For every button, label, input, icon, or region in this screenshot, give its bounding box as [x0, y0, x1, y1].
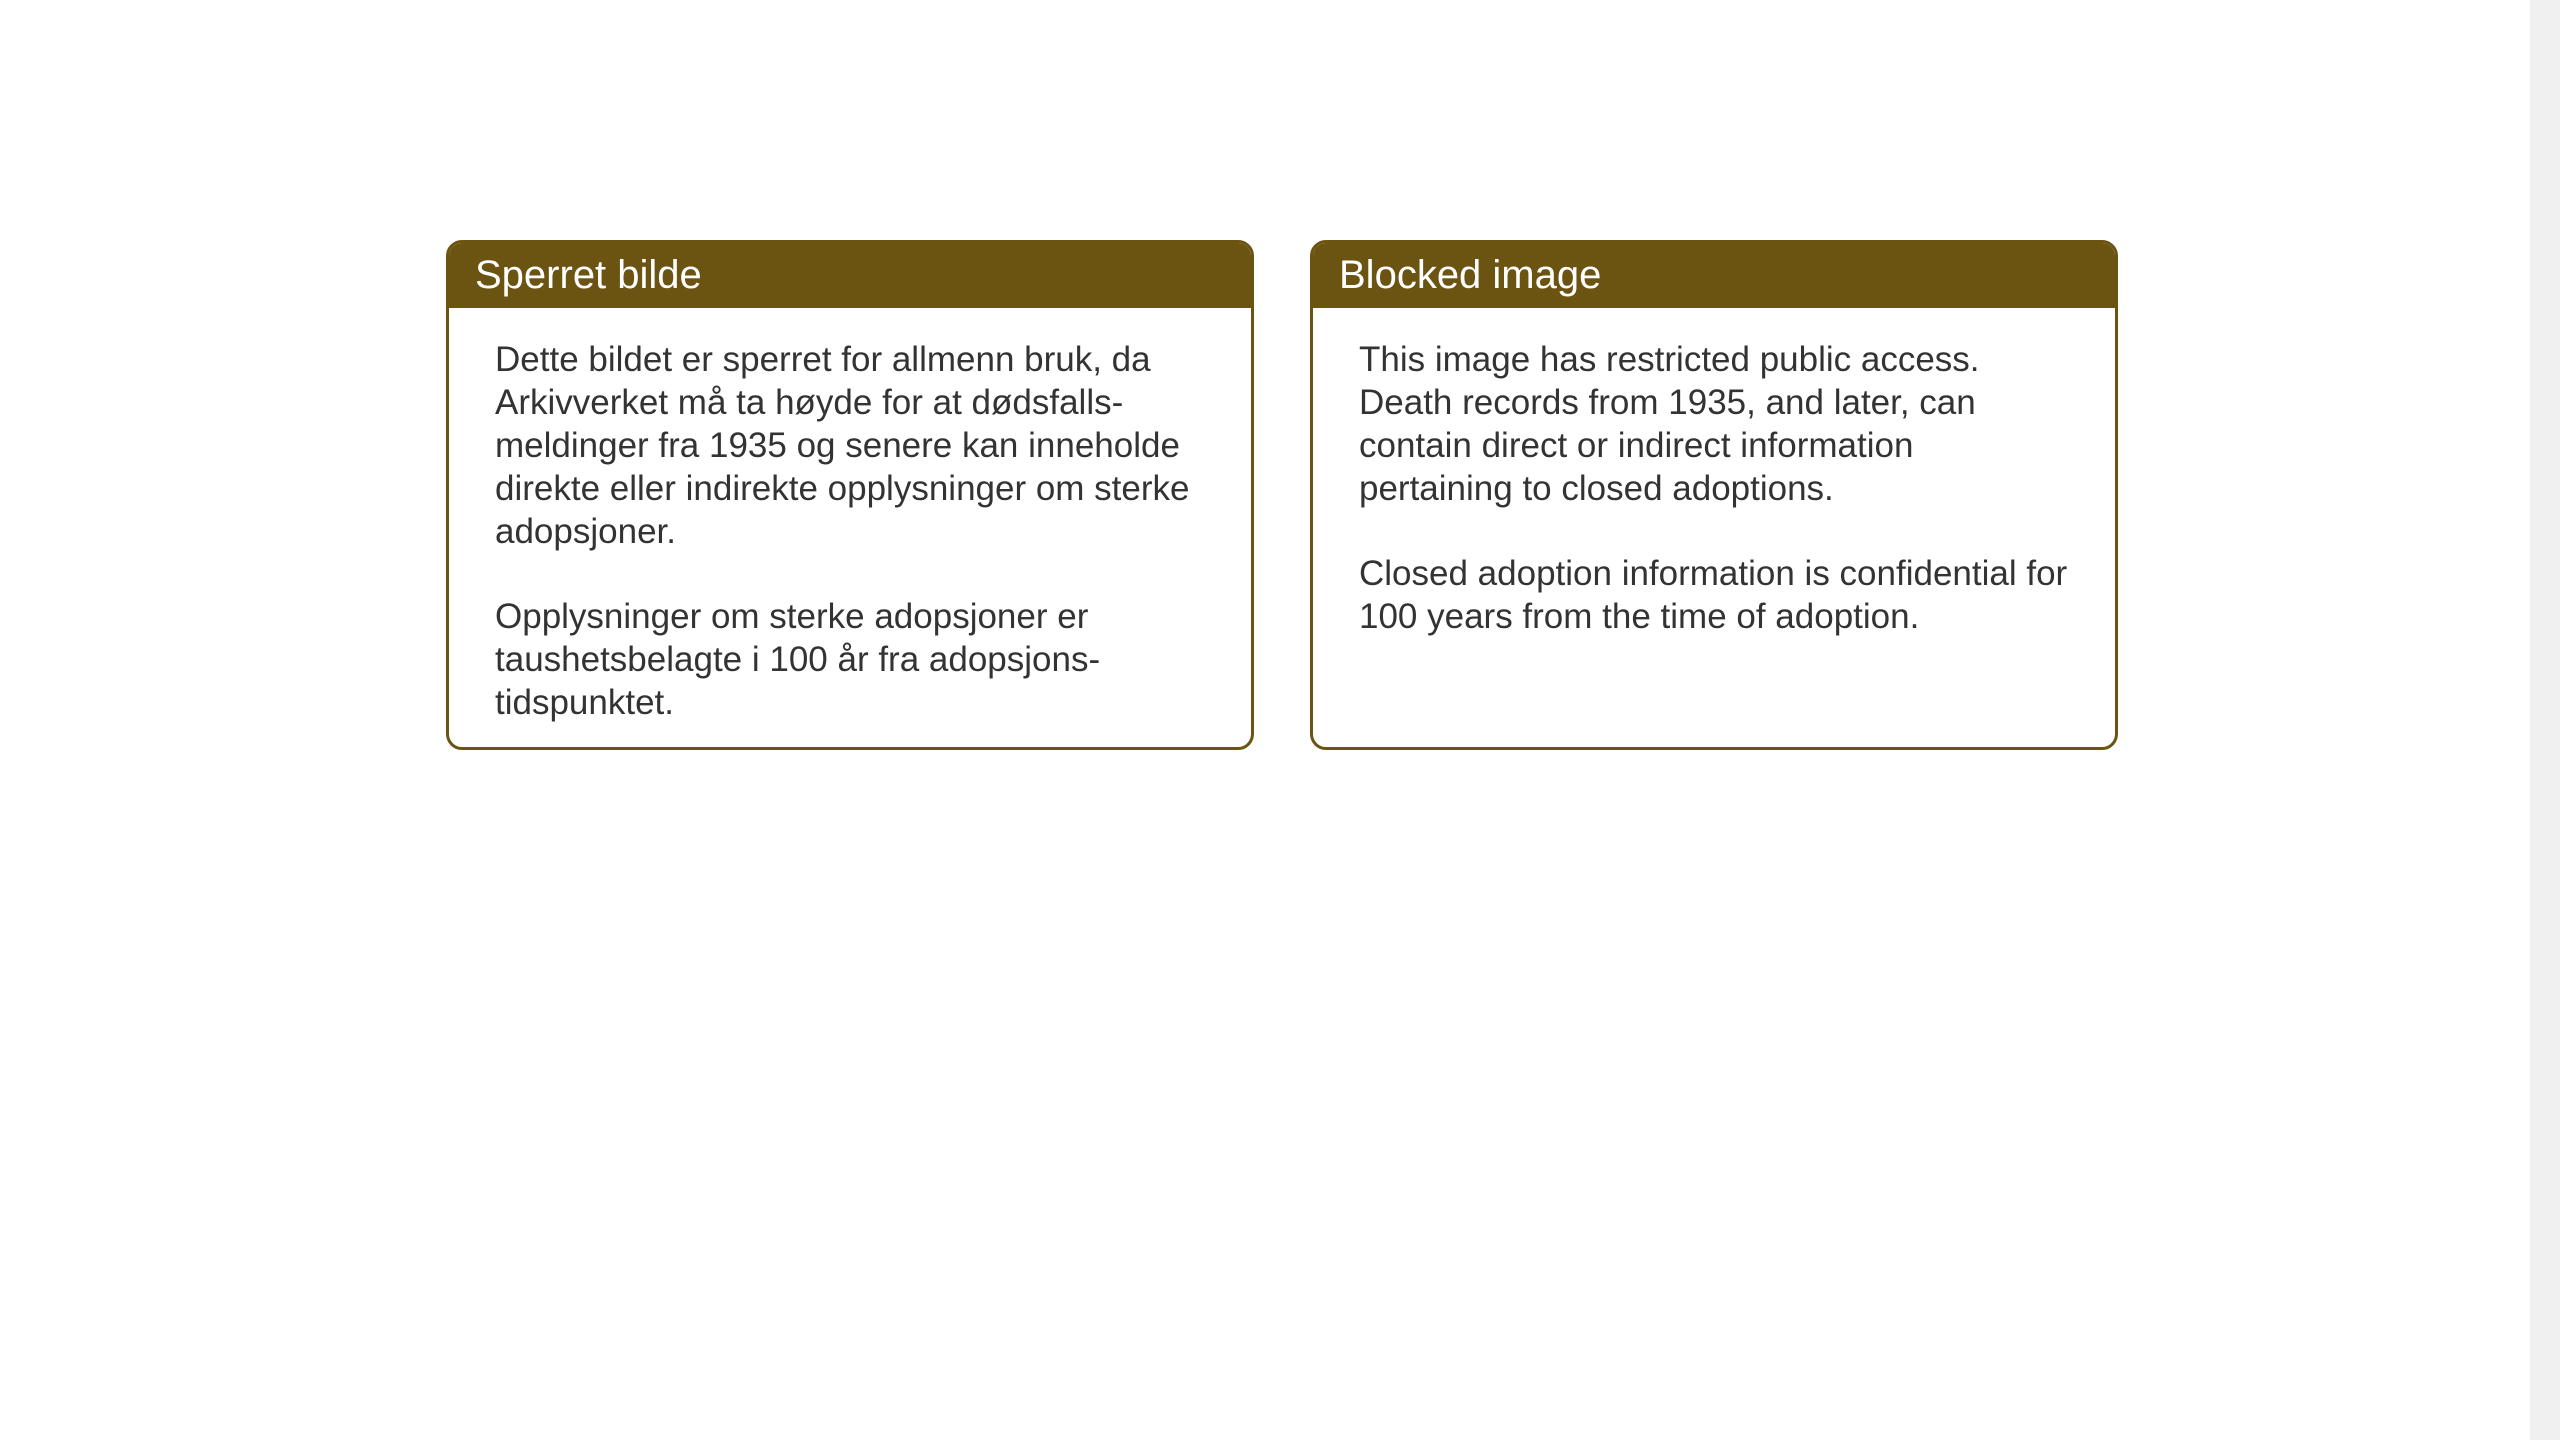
card-body-english: This image has restricted public access.… [1313, 308, 2115, 668]
card-title-english: Blocked image [1339, 253, 1601, 297]
notice-card-norwegian: Sperret bilde Dette bildet er sperret fo… [446, 240, 1254, 750]
card-header-norwegian: Sperret bilde [449, 243, 1251, 308]
card-paragraph-norwegian-2: Opplysninger om sterke adopsjoner er tau… [495, 595, 1205, 724]
notice-cards-container: Sperret bilde Dette bildet er sperret fo… [446, 240, 2118, 750]
scrollbar-track[interactable] [2530, 0, 2560, 1440]
card-paragraph-english-1: This image has restricted public access.… [1359, 338, 2069, 510]
card-body-norwegian: Dette bildet er sperret for allmenn bruk… [449, 308, 1251, 750]
card-header-english: Blocked image [1313, 243, 2115, 308]
card-title-norwegian: Sperret bilde [475, 253, 702, 297]
notice-card-english: Blocked image This image has restricted … [1310, 240, 2118, 750]
card-paragraph-norwegian-1: Dette bildet er sperret for allmenn bruk… [495, 338, 1205, 553]
card-paragraph-english-2: Closed adoption information is confident… [1359, 552, 2069, 638]
